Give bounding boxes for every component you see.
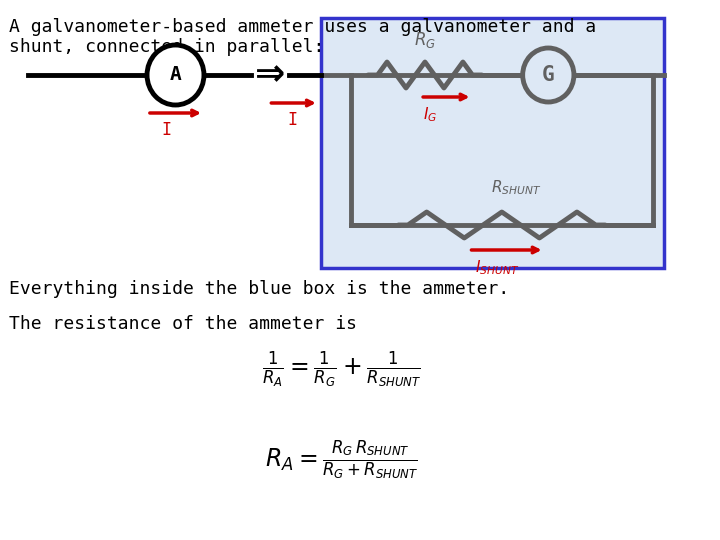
Text: $I_G$: $I_G$ bbox=[423, 105, 437, 124]
Text: shunt, connected in parallel:: shunt, connected in parallel: bbox=[9, 38, 325, 56]
Text: $R_{SHUNT}$: $R_{SHUNT}$ bbox=[491, 178, 541, 197]
Bar bbox=[320, 18, 664, 268]
Text: $\frac{1}{R_A} = \frac{1}{R_G} + \frac{1}{R_{SHUNT}}$: $\frac{1}{R_A} = \frac{1}{R_G} + \frac{1… bbox=[262, 350, 421, 390]
Text: $R_A = \frac{R_G\, R_{SHUNT}}{R_G + R_{SHUNT}}$: $R_A = \frac{R_G\, R_{SHUNT}}{R_G + R_{S… bbox=[265, 438, 418, 482]
Text: I: I bbox=[161, 121, 171, 139]
Circle shape bbox=[147, 45, 204, 105]
Text: I: I bbox=[287, 111, 297, 129]
Text: The resistance of the ammeter is: The resistance of the ammeter is bbox=[9, 315, 358, 333]
Text: $R_G$: $R_G$ bbox=[414, 30, 436, 50]
Circle shape bbox=[523, 48, 574, 102]
Text: A galvanometer-based ammeter uses a galvanometer and a: A galvanometer-based ammeter uses a galv… bbox=[9, 18, 597, 36]
Text: $I_{SHUNT}$: $I_{SHUNT}$ bbox=[475, 258, 519, 276]
Text: ⇒: ⇒ bbox=[255, 58, 285, 92]
Text: G: G bbox=[542, 65, 554, 85]
Text: A: A bbox=[170, 65, 181, 84]
Text: Everything inside the blue box is the ammeter.: Everything inside the blue box is the am… bbox=[9, 280, 510, 298]
